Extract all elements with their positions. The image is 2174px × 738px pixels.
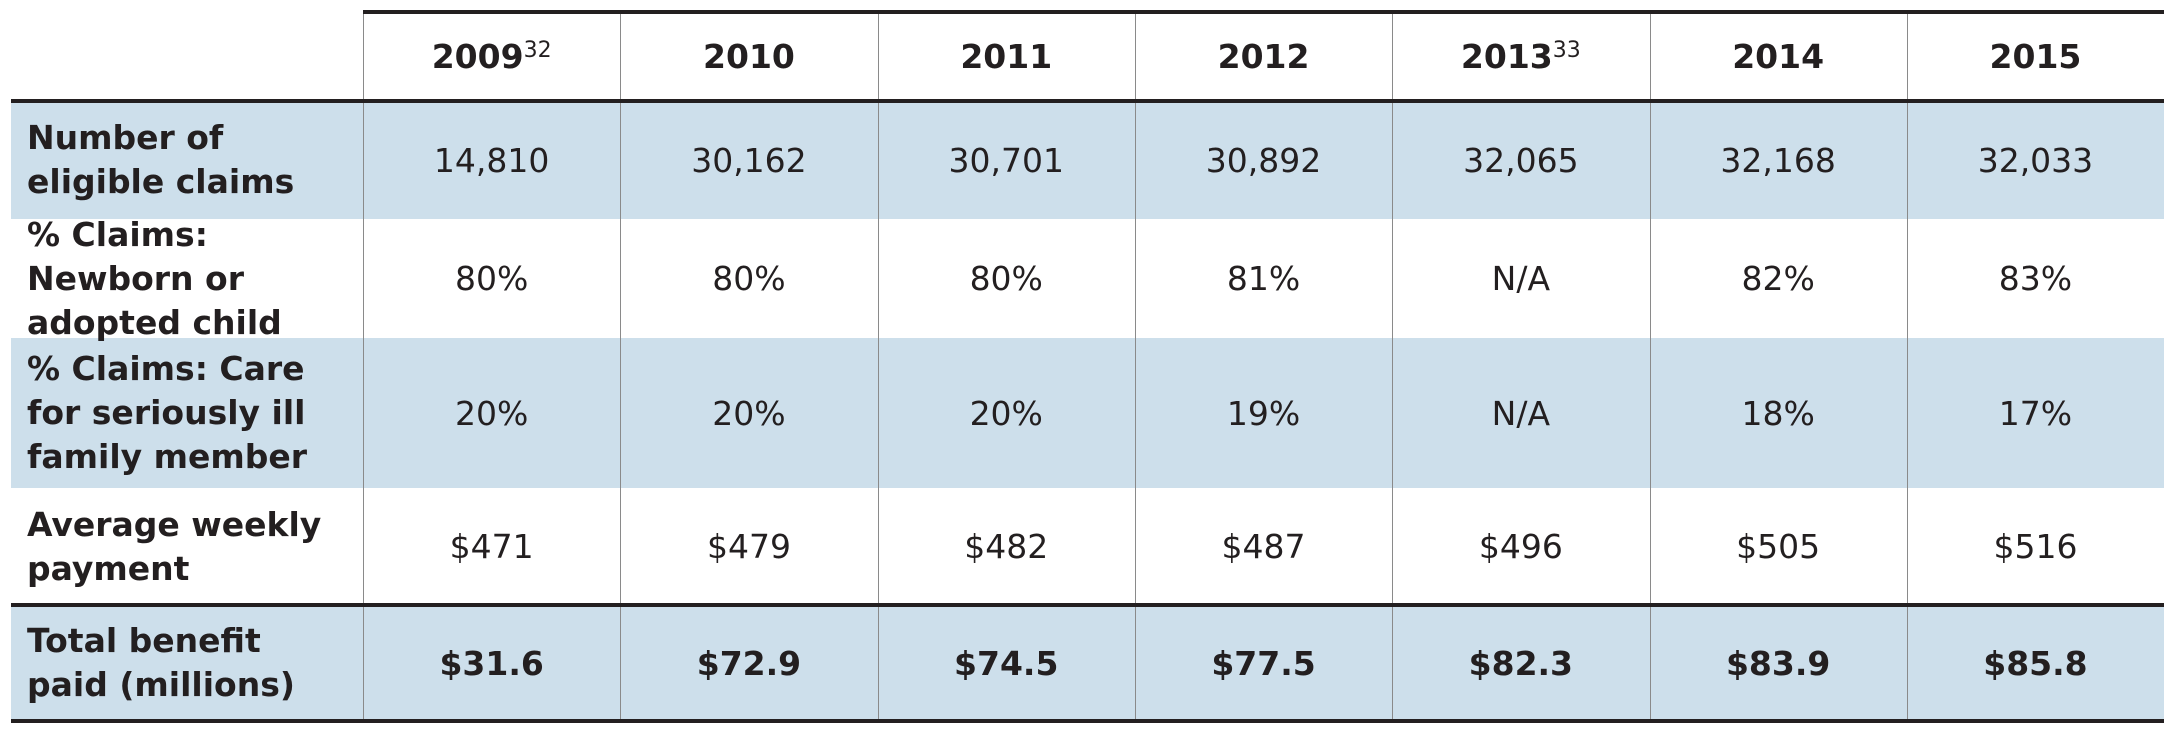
table-cell: 32,033	[1977, 140, 2094, 180]
bottom-rule	[11, 719, 2164, 723]
column-divider	[363, 12, 364, 721]
table-cell: 81%	[1226, 259, 1301, 298]
column-header: 2009 32	[363, 12, 620, 101]
year: 2009	[431, 37, 524, 76]
table-cell: $82.3	[1468, 643, 1574, 683]
table-cell: 30,701	[948, 140, 1064, 180]
footnote-ref: 32	[523, 38, 552, 63]
table-cell: 30,162	[691, 140, 807, 180]
table-cell: $471	[449, 527, 534, 566]
table-cell: $487	[1221, 527, 1306, 566]
table-cell: 32,168	[1720, 140, 1836, 180]
table-cell: 14,810	[433, 140, 550, 180]
year: 2011	[960, 37, 1053, 76]
table-cell: $516	[1993, 527, 2078, 566]
table-cell: 80%	[969, 259, 1043, 298]
table-cell: 20%	[712, 393, 786, 433]
table-cell: $496	[1478, 527, 1563, 566]
column-header: 2010	[620, 12, 877, 101]
table-cell: $85.8	[1983, 643, 2088, 683]
footnote-ref: 33	[1552, 38, 1581, 63]
table-cell: 32,065	[1463, 140, 1579, 180]
column-header: 2014	[1650, 12, 1907, 101]
table-cell: 82%	[1741, 259, 1815, 298]
table-cell: $482	[964, 527, 1049, 566]
row-label: Total benefit paid (millions)	[27, 621, 295, 704]
year: 2013	[1460, 37, 1553, 76]
table-cell: N/A	[1491, 393, 1551, 433]
column-divider	[1135, 12, 1136, 721]
table-cell: N/A	[1491, 259, 1551, 298]
row-label: Average weekly payment	[27, 504, 322, 588]
table-cell: 18%	[1741, 393, 1815, 433]
table-cell: $77.5	[1211, 643, 1316, 683]
table-cell: $72.9	[696, 643, 802, 683]
table-cell: $31.6	[439, 643, 544, 683]
year: 2015	[1989, 37, 2082, 76]
table-cell: $83.9	[1725, 643, 1831, 683]
column-divider	[1650, 12, 1651, 721]
column-header: 2012	[1135, 12, 1392, 101]
row-label: % Claims: Care for seriously ill family …	[27, 349, 308, 476]
column-divider	[1907, 12, 1908, 721]
column-divider	[1392, 12, 1393, 721]
header-rule	[11, 99, 2164, 103]
column-header: 2013 33	[1392, 12, 1649, 101]
table-cell: $505	[1736, 527, 1821, 566]
column-header: 2011	[878, 12, 1135, 101]
table-cell: $74.5	[954, 643, 1059, 683]
table-cell: 80%	[712, 259, 786, 298]
table-cell: 30,892	[1205, 140, 1322, 180]
table-cell: 80%	[454, 259, 529, 298]
total-rule	[11, 603, 2164, 607]
year: 2012	[1217, 37, 1310, 76]
top-rule	[363, 10, 2164, 14]
table-cell: $479	[706, 527, 791, 566]
column-header: 2015	[1907, 12, 2164, 101]
row-band	[11, 101, 2164, 219]
table-cell: 19%	[1226, 393, 1301, 433]
column-divider	[620, 12, 621, 721]
row-label: % Claims: Newborn or adopted child	[27, 214, 282, 342]
column-divider	[878, 12, 879, 721]
table-cell: 83%	[1998, 259, 2073, 298]
table-cell: 17%	[1998, 393, 2073, 433]
table-cell: 20%	[969, 393, 1043, 433]
year: 2014	[1732, 37, 1825, 76]
row-band	[11, 605, 2164, 721]
table-cell: 20%	[454, 393, 529, 433]
row-band	[11, 338, 2164, 488]
year: 2010	[703, 37, 795, 76]
row-label: Number of eligible claims	[27, 118, 295, 201]
